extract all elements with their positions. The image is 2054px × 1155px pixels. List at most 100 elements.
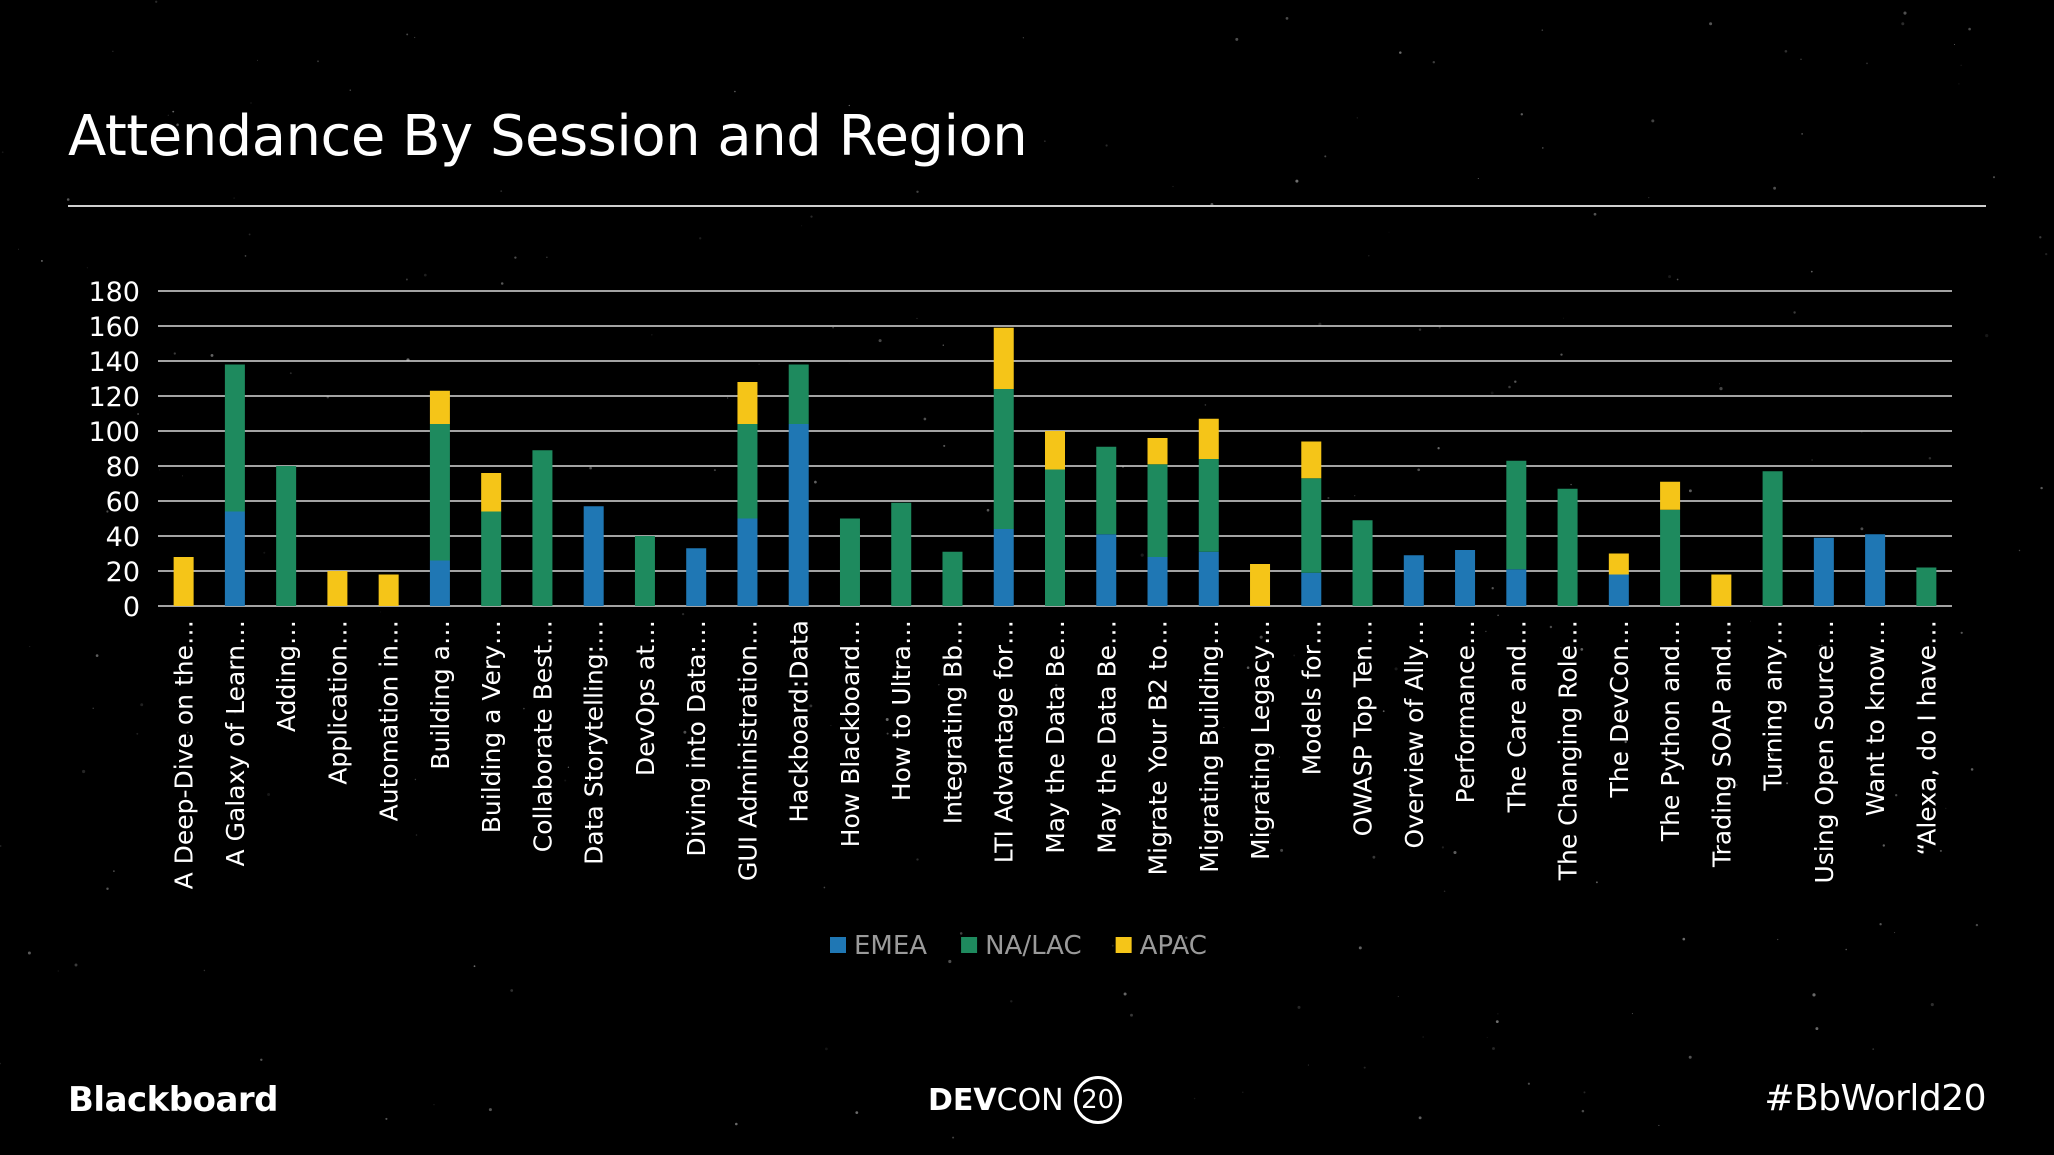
star <box>1541 29 1544 31</box>
bar-segment <box>1147 557 1168 606</box>
x-tick-label: How Blackboard… <box>836 620 865 847</box>
star <box>250 102 252 104</box>
bar-segment <box>1403 555 1424 606</box>
bar-segment <box>634 536 655 606</box>
bar-segment <box>1147 464 1168 557</box>
star <box>1185 936 1188 939</box>
star <box>2018 549 2021 552</box>
star <box>986 508 990 512</box>
bar-segment <box>737 382 758 424</box>
star <box>1714 816 1718 819</box>
star <box>1394 667 1398 671</box>
star <box>1307 1064 1309 1066</box>
x-tick-label: A Deep-Dive on the… <box>170 620 199 889</box>
star <box>1926 797 1928 800</box>
y-tick-label: 140 <box>88 347 140 378</box>
y-tick-label: 80 <box>106 452 140 483</box>
star <box>648 692 651 695</box>
bar-segment <box>993 327 1014 389</box>
star <box>713 469 716 472</box>
star <box>809 704 813 708</box>
bar-segment <box>1301 441 1322 479</box>
star <box>1140 553 1144 557</box>
star <box>233 711 237 714</box>
star <box>823 886 826 889</box>
star <box>952 1136 955 1139</box>
star <box>848 362 850 364</box>
y-tick-label: 0 <box>123 592 140 623</box>
star <box>500 190 503 192</box>
star <box>1486 1036 1488 1038</box>
star <box>260 1058 263 1062</box>
star <box>1280 848 1284 852</box>
star <box>244 255 247 257</box>
bar-segment <box>1813 537 1834 606</box>
star <box>414 778 417 781</box>
star <box>1777 938 1779 941</box>
devcon-logo: DEV CON 20 <box>928 1070 1122 1130</box>
star <box>942 344 944 346</box>
x-tick-label: Models for… <box>1297 620 1326 775</box>
x-tick-label: Migrate Your B2 to… <box>1144 620 1173 876</box>
star <box>1235 37 1239 41</box>
star <box>1826 771 1830 775</box>
star <box>1709 22 1713 26</box>
star <box>1730 714 1732 716</box>
star <box>514 256 517 259</box>
star <box>1953 43 1956 46</box>
bar-segment <box>1557 488 1578 606</box>
star <box>40 259 43 262</box>
star <box>29 646 31 648</box>
star <box>1735 784 1738 787</box>
star <box>1259 635 1263 639</box>
star <box>1485 630 1487 633</box>
star <box>1992 176 1996 179</box>
star <box>1542 147 1544 149</box>
star <box>959 932 963 935</box>
x-tick-label: Performance… <box>1451 620 1480 803</box>
star <box>1453 850 1457 855</box>
x-tick-label: The Changing Role… <box>1554 620 1583 881</box>
x-tick-label: May the Data Be… <box>1092 620 1121 854</box>
star <box>1958 83 1960 85</box>
star <box>1420 706 1422 708</box>
star <box>1015 140 1017 142</box>
star <box>1397 995 1399 998</box>
x-tick-label: Trading SOAP and… <box>1707 620 1736 868</box>
x-tick-label: Using Open Source… <box>1810 620 1839 884</box>
bar-segment <box>224 364 245 512</box>
star <box>1658 1124 1660 1126</box>
star <box>1593 212 1597 216</box>
y-tick-label: 20 <box>106 557 140 588</box>
star <box>1492 1047 1495 1050</box>
star <box>82 769 86 774</box>
star <box>1581 1109 1585 1113</box>
star <box>1866 62 1868 65</box>
star <box>1044 140 1046 142</box>
bar-segment <box>1506 569 1527 606</box>
star <box>2045 252 2048 256</box>
star <box>164 124 166 126</box>
legend-label: EMEA <box>854 931 927 961</box>
blackboard-logo: Blackboard <box>68 1080 279 1120</box>
x-tick-label: “Alexa, do I have… <box>1912 620 1941 856</box>
y-tick-label: 180 <box>88 277 140 308</box>
bar-segment <box>788 364 809 424</box>
x-tick-label: Building a… <box>426 620 455 770</box>
star <box>1970 768 1974 771</box>
star <box>567 766 570 768</box>
star <box>113 870 115 872</box>
bar-segment <box>942 551 963 606</box>
x-tick-label: Migrating Building… <box>1195 620 1224 873</box>
star <box>1821 644 1823 647</box>
bar-segment <box>1301 478 1322 573</box>
star <box>500 282 504 285</box>
legend-swatch <box>830 937 846 953</box>
star <box>1793 311 1796 314</box>
bar-segment <box>276 466 297 606</box>
star <box>106 887 109 890</box>
star <box>1164 832 1167 835</box>
star <box>1297 1005 1301 1009</box>
y-tick-label: 60 <box>106 487 140 518</box>
